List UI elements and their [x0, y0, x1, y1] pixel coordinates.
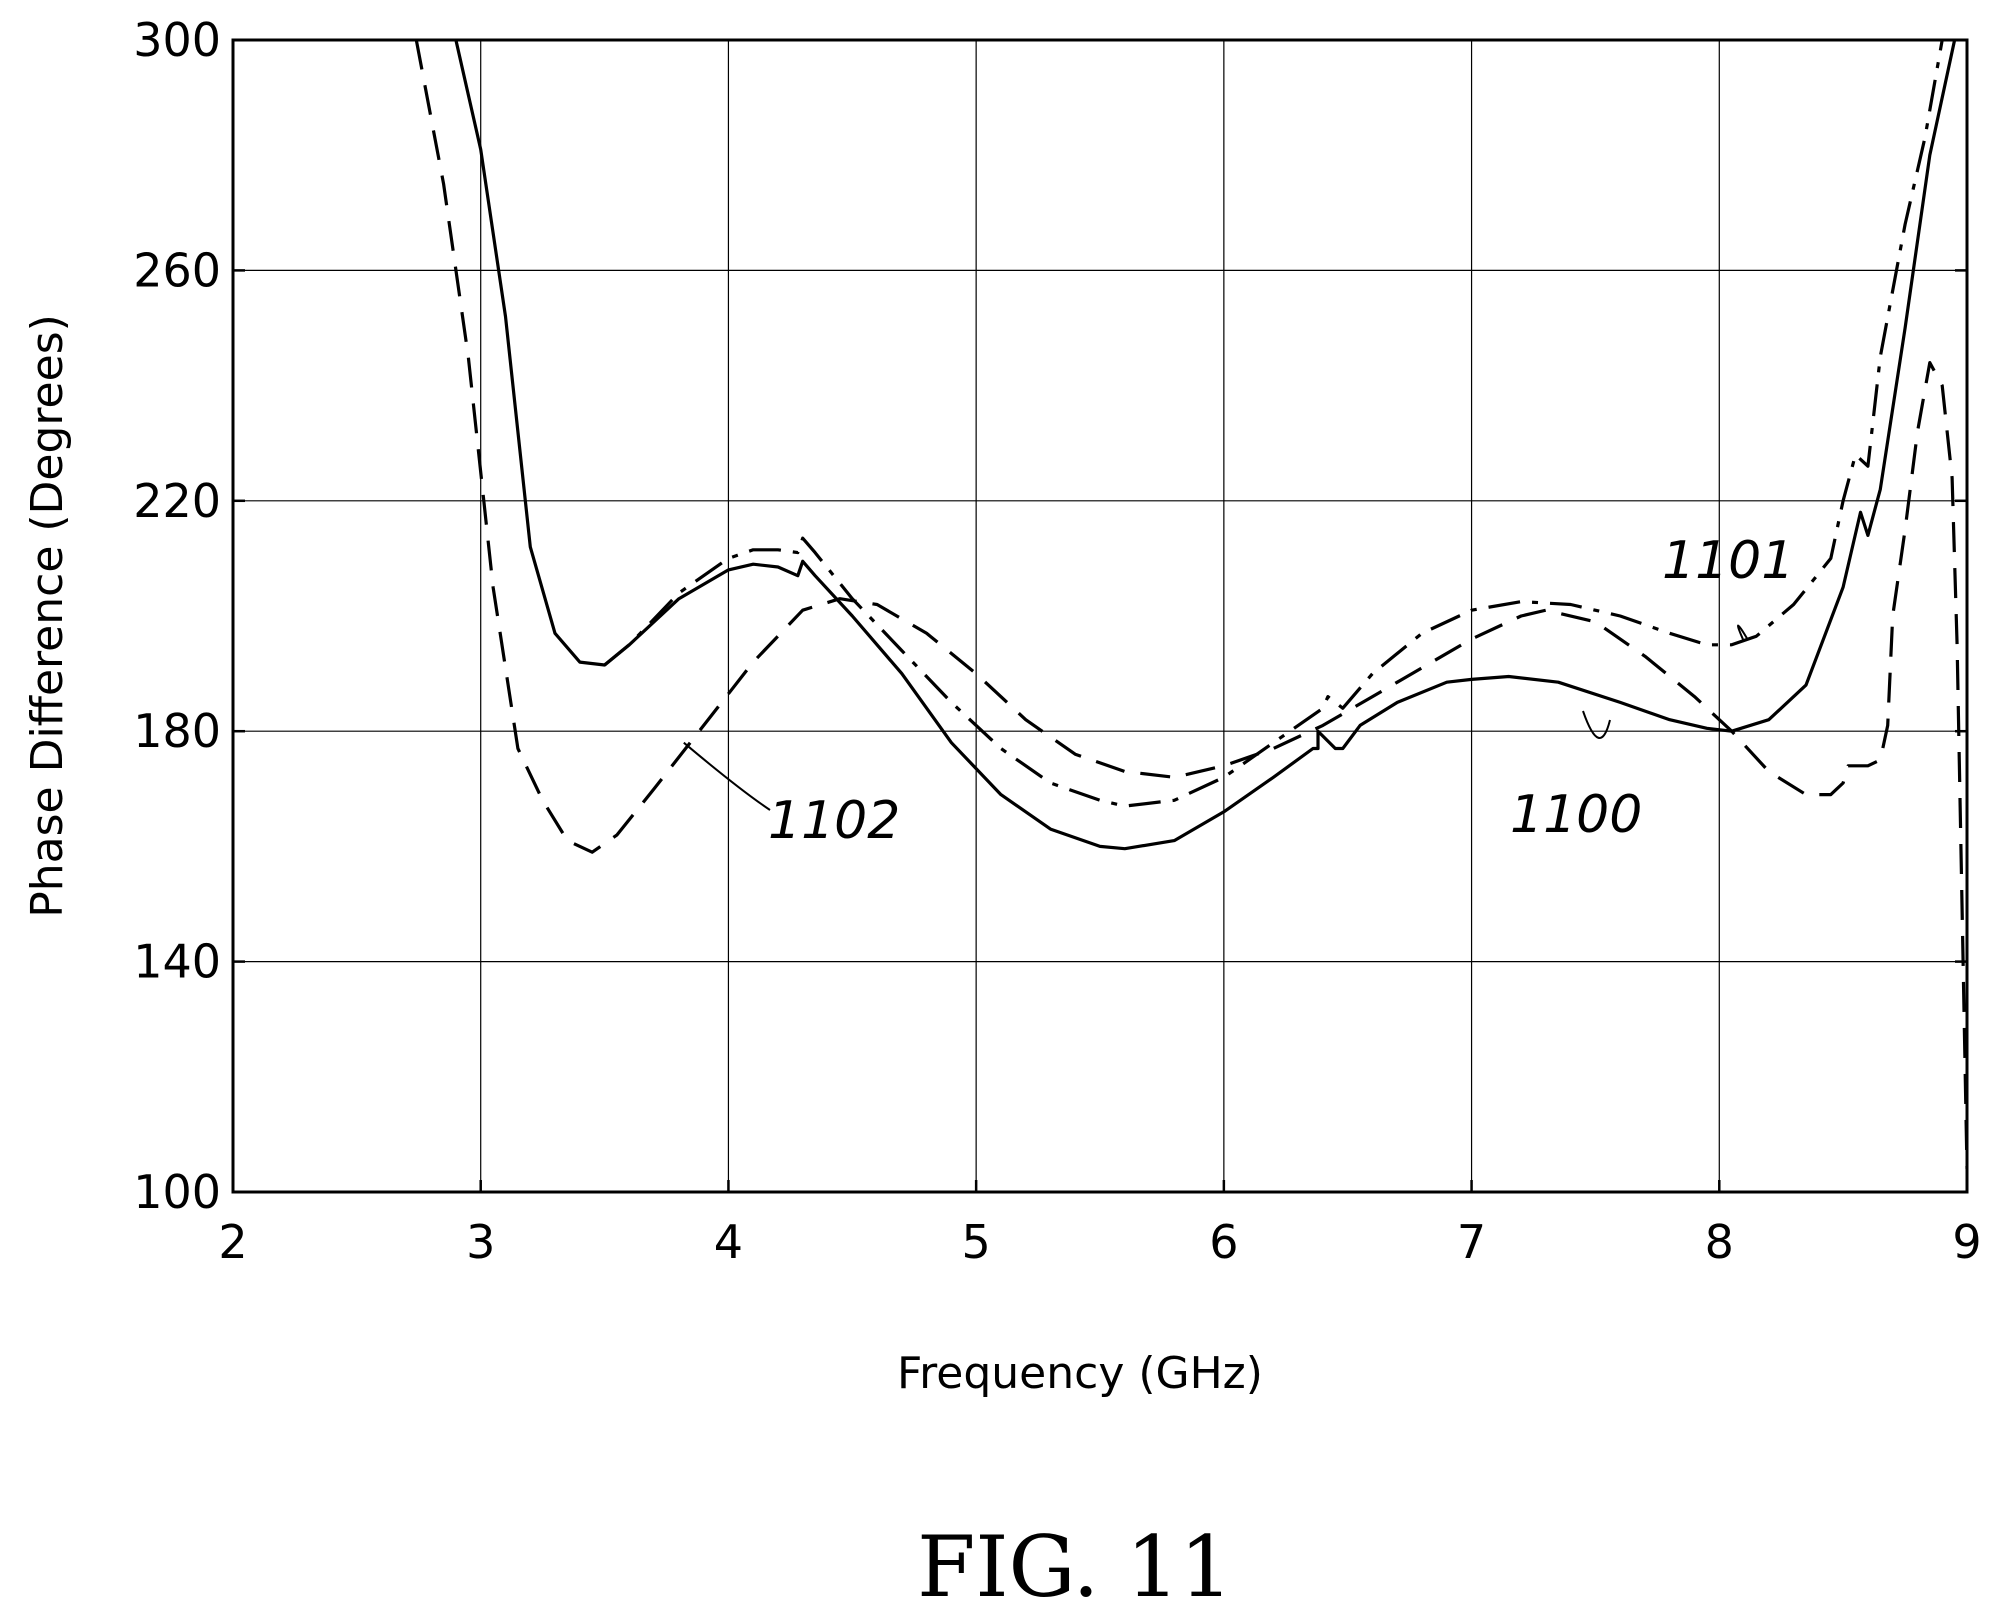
- y-axis-label: Phase Difference (Degrees): [22, 314, 73, 918]
- series-annotation-1102: 1102: [768, 791, 900, 851]
- figure-caption: FIG. 11: [917, 1518, 1233, 1614]
- series-group: [414, 40, 1967, 1170]
- leader-line-1102: [683, 741, 771, 811]
- x-tick-label: 6: [1209, 1215, 1238, 1269]
- x-tick-label: 2: [218, 1215, 247, 1269]
- series-line-1102: [414, 40, 1967, 1170]
- y-tick-label: 100: [133, 1165, 221, 1219]
- y-tick-label: 180: [133, 704, 221, 758]
- leader-line-1100: [1582, 710, 1611, 739]
- series-line-1101: [603, 40, 1944, 808]
- leader-line-1101: [1737, 624, 1749, 643]
- x-tick-label: 3: [466, 1215, 495, 1269]
- x-tick-label: 5: [962, 1215, 991, 1269]
- series-line-1100: [454, 40, 1957, 851]
- y-tick-label: 260: [133, 243, 221, 297]
- plot-frame: [231, 38, 1969, 1194]
- y-tick-label: 220: [133, 474, 221, 528]
- series-annotation-1101: 1101: [1662, 531, 1794, 591]
- y-tick-label: 140: [133, 935, 221, 989]
- grid: [231, 38, 1969, 1194]
- x-axis-label: Frequency (GHz): [897, 1348, 1263, 1399]
- tick-labels: 2 3 4 5 6 7 8 9 100 140 180 220 260 300: [133, 13, 1981, 1269]
- x-tick-label: 4: [714, 1215, 743, 1269]
- series-annotations: 1100 1101 1102: [768, 531, 1794, 851]
- x-tick-label: 8: [1705, 1215, 1734, 1269]
- x-tick-label: 9: [1952, 1215, 1981, 1269]
- label-leaders: [683, 624, 1749, 811]
- x-tick-label: 7: [1457, 1215, 1486, 1269]
- y-tick-label: 300: [133, 13, 221, 67]
- series-annotation-1100: 1100: [1510, 785, 1642, 845]
